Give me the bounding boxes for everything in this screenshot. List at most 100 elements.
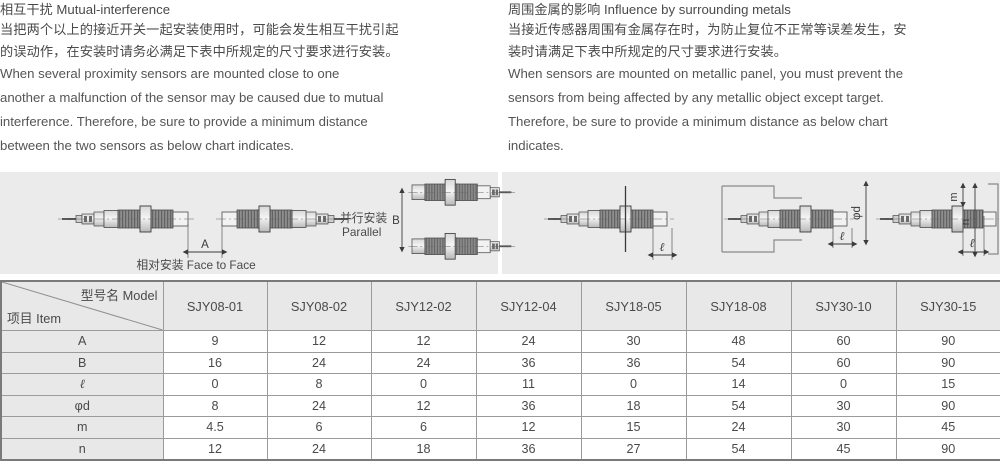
mutual-interference-cn-line-2: 的误动作，在安装时请务必满足下表中所规定的尺寸要求进行安装。 [0, 43, 399, 59]
header-col-5: SJY18-05 [580, 280, 687, 331]
table-row: B 16 24 24 36 36 54 60 90 [0, 351, 1000, 374]
header-col-3: SJY12-02 [370, 280, 477, 331]
corner-diagonal-line [3, 282, 162, 330]
surrounding-metals-column: 周围金属的影响 Influence by surrounding metals … [508, 0, 998, 158]
cell-n-3: 18 [370, 437, 477, 461]
spec-table: 型号名 Model 项目 Item SJY08-01 SJY08-02 SJY1… [0, 280, 1000, 461]
dim-l-label-1: ℓ [660, 240, 665, 254]
parallel-caption-en: Parallel [342, 225, 381, 239]
header-col-7: SJY30-10 [790, 280, 897, 331]
cell-b-1: 16 [162, 351, 268, 374]
row-label-m: m [0, 416, 164, 439]
cell-phid-8: 90 [895, 394, 1000, 417]
dimension-l-group-1: ℓ [647, 214, 678, 260]
table-row: n 12 24 18 36 27 54 45 90 [0, 437, 1000, 461]
dim-l-label-3: ℓ [970, 236, 975, 250]
cell-phid-5: 18 [580, 394, 687, 417]
dim-n-label: n [960, 219, 972, 225]
header-col-2: SJY08-02 [266, 280, 372, 331]
cell-b-5: 36 [580, 351, 687, 374]
header-model-label: 型号名 Model [80, 288, 158, 303]
cell-b-3: 24 [370, 351, 477, 374]
row-label-b: B [0, 351, 164, 374]
cell-n-1: 12 [162, 437, 268, 461]
mutual-interference-column: 相互干扰 Mutual-interference 当把两个以上的接近开关一起安装… [0, 0, 490, 158]
description-section: 相互干扰 Mutual-interference 当把两个以上的接近开关一起安装… [0, 0, 1000, 170]
table-row: m 4.5 6 6 12 15 24 30 45 [0, 416, 1000, 439]
dimension-l-group-2: ℓ [827, 220, 858, 248]
header-item-label: 项目 Item [7, 311, 62, 326]
mutual-interference-en-line-1: When several proximity sensors are mount… [0, 66, 340, 81]
cell-a-5: 30 [580, 330, 687, 353]
cell-a-1: 9 [162, 330, 268, 353]
cell-l-3: 0 [370, 373, 477, 396]
cell-l-6: 14 [685, 373, 792, 396]
dimension-m-group: m [948, 182, 966, 208]
sensor-diagrams-drawing: A 相对安装 Face to Face 并行安装 Parallel [58, 178, 1000, 272]
dimension-phid-group: φd [851, 180, 869, 246]
dimension-a-group: A [182, 224, 228, 258]
mutual-interference-cn-line-1: 当把两个以上的接近开关一起安装使用时，可能会发生相互干扰引起 [0, 22, 399, 37]
cell-b-7: 60 [790, 351, 897, 374]
surrounding-metals-en-line-2: sensors from being affected by any metal… [508, 90, 884, 105]
cell-m-6: 24 [685, 416, 792, 439]
dim-a-label: A [201, 239, 209, 251]
header-col-6: SJY18-08 [685, 280, 792, 331]
cell-m-3: 6 [370, 416, 477, 439]
mutual-interference-heading: 相互干扰 Mutual-interference [0, 2, 171, 17]
dim-m-label: m [948, 192, 960, 201]
cell-m-7: 30 [790, 416, 897, 439]
cell-m-5: 15 [580, 416, 687, 439]
sensor-face-to-face-right [216, 205, 352, 233]
table-row: ℓ 0 8 0 11 0 14 0 15 [0, 373, 1000, 396]
cell-l-1: 0 [162, 373, 268, 396]
spec-table-wrap: 型号名 Model 项目 Item SJY08-01 SJY08-02 SJY1… [0, 280, 1000, 461]
cell-l-7: 0 [790, 373, 897, 396]
cell-n-5: 27 [580, 437, 687, 461]
cell-l-5: 0 [580, 373, 687, 396]
face-to-face-caption: 相对安装 Face to Face [136, 258, 256, 272]
header-col-8: SJY30-15 [895, 280, 1000, 331]
mutual-interference-en-line-2: another a malfunction of the sensor may … [0, 90, 384, 105]
cell-phid-1: 8 [162, 394, 268, 417]
cell-a-6: 48 [685, 330, 792, 353]
sensor-face-to-face-left [58, 205, 194, 233]
cell-l-8: 15 [895, 373, 1000, 396]
cell-phid-3: 12 [370, 394, 477, 417]
surrounding-metals-en-line-1: When sensors are mounted on metallic pan… [508, 66, 904, 81]
cell-phid-4: 36 [475, 394, 582, 417]
cell-a-3: 12 [370, 330, 477, 353]
dim-l-label-2: ℓ [840, 229, 845, 243]
mutual-interference-en-line-3: interference. Therefore, be sure to prov… [0, 114, 368, 129]
cell-b-6: 54 [685, 351, 792, 374]
sensor-metal-panel-3 [876, 183, 1000, 255]
cell-n-7: 45 [790, 437, 897, 461]
surrounding-metals-cn-line-1: 当接近传感器周围有金属存在时，为防止复位不正常等误差发生，安 [508, 22, 907, 37]
cell-l-2: 8 [266, 373, 372, 396]
cell-a-4: 24 [475, 330, 582, 353]
header-corner-cell: 型号名 Model 项目 Item [0, 280, 164, 331]
cell-b-8: 90 [895, 351, 1000, 374]
cell-b-4: 36 [475, 351, 582, 374]
row-label-phid: φd [0, 394, 164, 417]
sensor-parallel-lower [408, 232, 516, 260]
surrounding-metals-heading: 周围金属的影响 Influence by surrounding metals [508, 2, 791, 17]
cell-b-2: 24 [266, 351, 372, 374]
table-header-row: 型号名 Model 项目 Item SJY08-01 SJY08-02 SJY1… [0, 280, 1000, 331]
cell-m-4: 12 [475, 416, 582, 439]
row-label-a: A [0, 330, 164, 353]
cell-n-2: 24 [266, 437, 372, 461]
cell-phid-2: 24 [266, 394, 372, 417]
row-label-n: n [0, 437, 164, 461]
diagram-section: A 相对安装 Face to Face 并行安装 Parallel [0, 172, 1000, 274]
sensor-metal-panel-2 [721, 185, 854, 253]
cell-m-2: 6 [266, 416, 372, 439]
header-col-1: SJY08-01 [162, 280, 268, 331]
dim-b-label: B [392, 215, 400, 227]
parallel-caption-cn: 并行安装 [340, 211, 387, 225]
cell-n-8: 90 [895, 437, 1000, 461]
cell-a-8: 90 [895, 330, 1000, 353]
dimension-l-group-3: ℓ [957, 216, 990, 256]
surrounding-metals-cn-line-2: 装时请满足下表中所规定的尺寸要求进行安装。 [508, 43, 788, 59]
